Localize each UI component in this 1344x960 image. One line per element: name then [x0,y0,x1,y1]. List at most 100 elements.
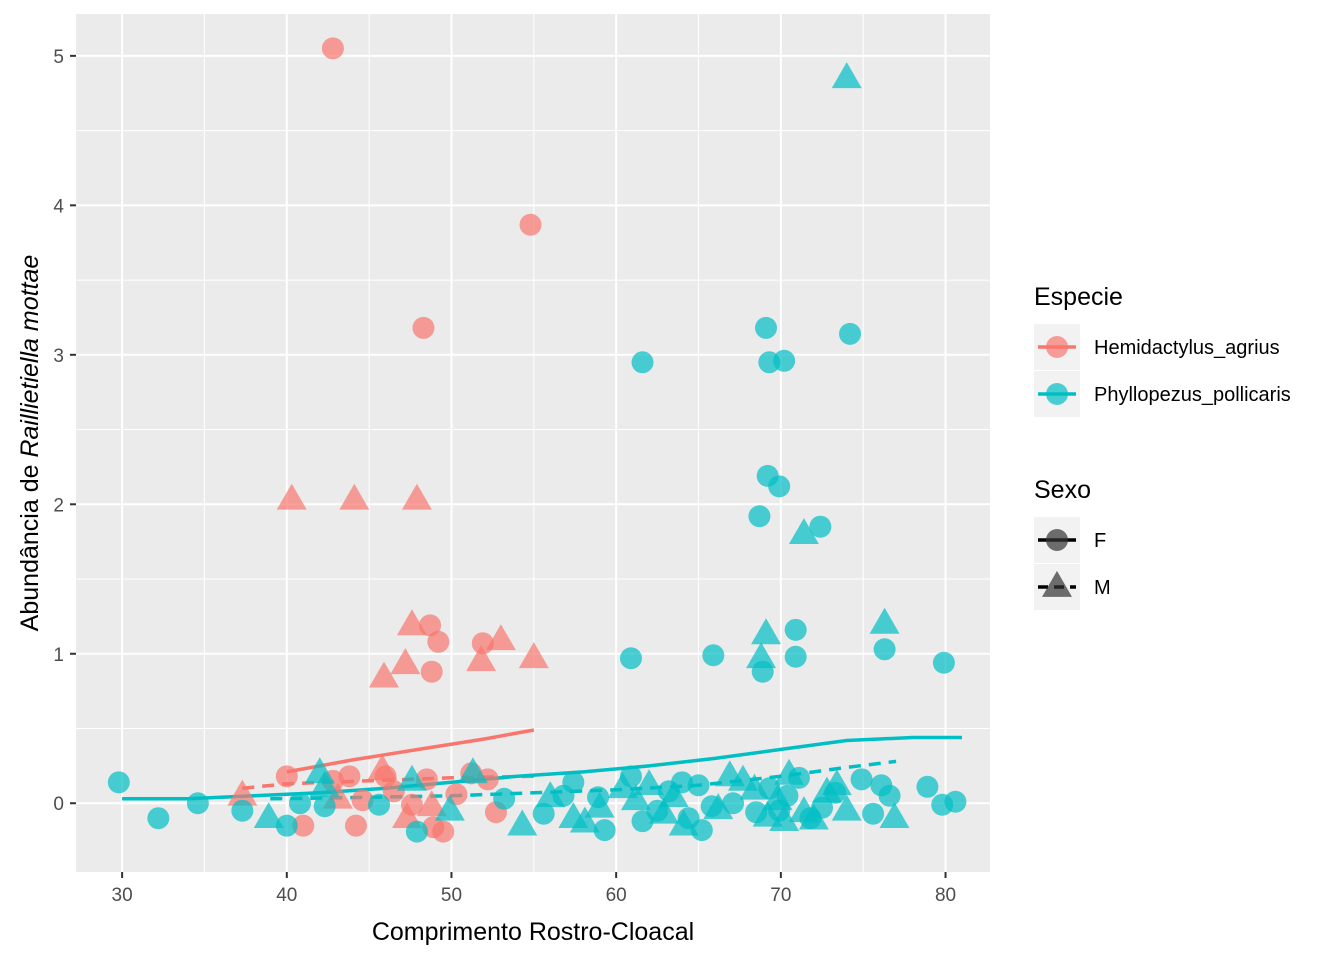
data-point-triangle [607,772,638,799]
data-point-circle [862,802,885,825]
data-point-circle [275,814,298,837]
data-point-circle [292,814,315,837]
y-tick-label: 3 [53,346,64,367]
data-point-circle [850,768,873,791]
data-point-triangle [253,802,284,829]
legend-label-especie: Phyllopezus_pollicaris [1094,384,1291,406]
data-point-triangle [434,794,465,821]
y-tick-label: 5 [53,47,64,68]
data-point-circle [773,349,796,372]
data-point-circle [321,37,344,60]
data-point-triangle [457,757,488,784]
x-tick-label: 50 [441,885,462,906]
data-point-triangle [309,770,340,797]
data-point-circle [839,322,862,345]
data-point-triangle [339,483,370,510]
data-point-triangle [774,758,805,785]
data-point-triangle [620,784,651,811]
x-tick-label: 60 [606,885,627,906]
data-point-triangle [879,802,910,829]
x-axis-ticks: 30 40 50 60 70 80 [112,872,956,906]
data-point-triangle [401,483,432,510]
legend-shape-entries: FM [1034,517,1111,610]
y-tick-label: 2 [53,495,64,516]
legend-key-circle [1046,529,1068,551]
data-point-triangle [752,800,783,827]
data-point-triangle [276,483,307,510]
data-point-circle [419,614,442,637]
data-point-triangle [751,618,782,645]
data-point-triangle [869,607,900,634]
data-point-triangle [227,779,258,806]
data-point-triangle [396,764,427,791]
data-point-triangle [507,809,538,836]
data-point-circle [631,351,654,374]
data-point-circle [687,774,710,797]
data-point-circle [532,802,555,825]
data-point-triangle [714,760,745,787]
x-tick-label: 30 [112,885,133,906]
legend: Especie Hemidactylus_agrius Phyllopezus_p… [1034,283,1291,610]
data-point-triangle [368,661,399,688]
data-point-triangle [569,806,600,833]
legend-color-entries: Hemidactylus_agrius Phyllopezus_pollicari… [1034,324,1291,417]
legend-label-especie: Hemidactylus_agrius [1094,337,1280,359]
data-point-circle [344,814,367,837]
data-point-triangle [762,784,793,811]
y-axis-title-prefix: Abundância de [16,458,44,632]
data-point-circle [916,775,939,798]
data-point-triangle [769,805,800,832]
data-point-circle [186,792,209,815]
data-point-circle [288,792,311,815]
legend-key-circle [1046,336,1068,358]
data-point-triangle [535,781,566,808]
data-point-circle [562,771,585,794]
data-point-circle [427,630,450,653]
x-tick-label: 80 [935,885,956,906]
data-point-circle [619,647,642,670]
legend-title-sexo: Sexo [1034,476,1091,504]
y-axis-title: Abundância de Raillietiella mottae [16,255,44,632]
y-tick-label: 4 [53,196,64,217]
x-axis-title: Comprimento Rostro-Cloacal [372,918,694,946]
data-point-triangle [367,754,398,781]
data-point-triangle [396,609,427,636]
data-point-circle [784,618,807,641]
data-point-circle [412,316,435,339]
data-point-circle [147,807,170,830]
data-point-circle [382,780,405,803]
data-point-triangle [821,769,852,796]
data-point-circle [368,793,391,816]
data-point-triangle [831,794,862,821]
legend-key-triangle [1042,570,1072,597]
data-point-circle [313,795,336,818]
data-point-circle [690,819,713,842]
data-point-circle [593,819,616,842]
data-point-triangle [485,624,516,651]
data-point-circle [493,787,516,810]
data-point-triangle [390,648,421,675]
plot-panel [76,14,990,872]
data-point-circle [873,638,896,661]
data-point-circle [702,644,725,667]
data-point-circle [809,515,832,538]
data-point-circle [405,820,428,843]
data-point-circle [338,765,361,788]
data-point-circle [722,792,745,815]
data-point-circle [768,475,791,498]
trend-line [286,728,535,774]
x-tick-label: 70 [770,885,791,906]
data-point-circle [748,505,771,528]
data-point-triangle [584,791,615,818]
data-point-triangle [788,518,819,545]
data-point-circle [519,213,542,236]
data-point-triangle [746,642,777,669]
x-tick-label: 40 [276,885,297,906]
y-axis-title-species: Raillietiella mottae [16,255,44,458]
legend-label-sexo: F [1094,530,1106,552]
data-point-circle [932,651,955,674]
legend-title-especie: Especie [1034,283,1123,311]
data-point-triangle [831,62,862,89]
data-point-circle [944,790,967,813]
